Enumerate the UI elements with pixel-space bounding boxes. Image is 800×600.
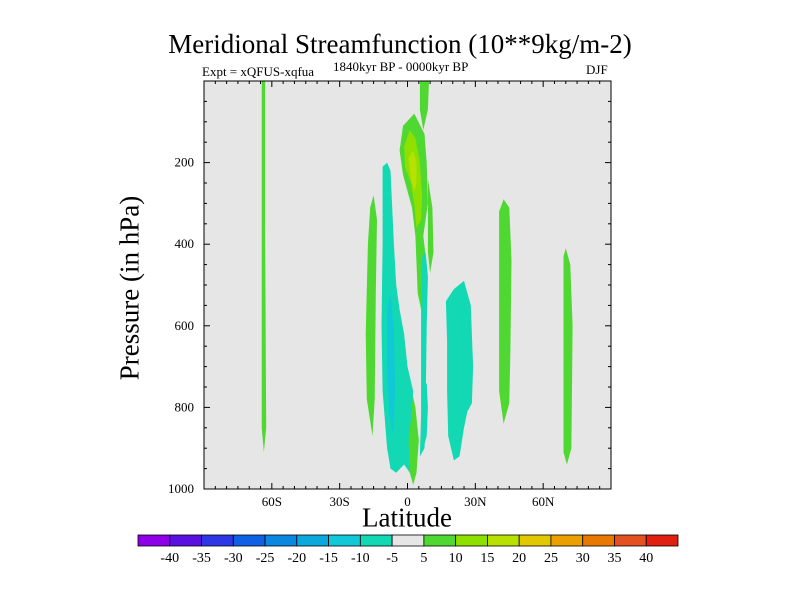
y-tick-label: 1000 (168, 481, 194, 496)
colorbar-swatch-8 (391, 534, 425, 547)
x-tick-label: 60S (262, 494, 282, 509)
colorbar-label: 25 (544, 551, 558, 566)
colorbar-label: -10 (351, 551, 370, 566)
colorbar-label: -35 (192, 551, 211, 566)
colorbar-label: -25 (256, 551, 275, 566)
contour-region-11 (419, 252, 428, 457)
colorbar-swatch-7 (359, 534, 393, 547)
contour-regions (261, 81, 573, 485)
colorbar-label: 30 (576, 551, 590, 566)
colorbar-swatch-2 (201, 534, 234, 547)
colorbar-label: 5 (420, 551, 427, 566)
colorbar-swatch-3 (232, 534, 266, 547)
colorbar: -40 -35 -30 -25 -20 -15 -10 -5 5 10 15 20 25 30 35 40 (137, 534, 679, 566)
colorbar-label: -15 (319, 551, 338, 566)
y-tick-label: 400 (175, 236, 195, 251)
contour-region-4 (408, 150, 417, 192)
y-tick-label: 600 (175, 318, 195, 333)
colorbar-swatch-10 (455, 534, 488, 547)
contour-region-12 (445, 280, 474, 461)
colorbar-swatch-0 (137, 534, 171, 547)
colorbar-label: -5 (386, 551, 398, 566)
contour-region-6 (365, 195, 377, 436)
colorbar-swatch-1 (169, 534, 202, 547)
colorbar-label: 10 (449, 551, 463, 566)
colorbar-swatch-16 (645, 534, 679, 547)
colorbar-swatch-14 (582, 534, 615, 547)
x-tick-label: 30S (330, 494, 350, 509)
x-tick-label: 60N (532, 494, 555, 509)
colorbar-label: 15 (480, 551, 494, 566)
x-tick-label: 30N (464, 494, 487, 509)
colorbar-swatch-13 (550, 534, 584, 547)
contour-region-13 (423, 382, 428, 445)
contour-region-9 (563, 248, 573, 465)
colorbar-swatch-4 (264, 534, 298, 547)
contour-region-0 (261, 81, 267, 453)
colorbar-swatch-11 (487, 534, 520, 547)
colorbar-swatch-15 (614, 534, 647, 547)
colorbar-label: -30 (224, 551, 243, 566)
y-tick-label: 200 (175, 155, 195, 170)
colorbar-swatch-5 (296, 534, 329, 547)
axes: 60S 30S 0 30N 60N 200 400 600 800 1000 (168, 81, 611, 509)
season-label: DJF (586, 62, 608, 77)
x-tick-label: 0 (404, 494, 411, 509)
colorbar-label: -40 (160, 551, 179, 566)
experiment-label: Expt = xQFUS-xqfua (202, 64, 315, 79)
colorbar-label: -20 (287, 551, 306, 566)
chart-title: Meridional Streamfunction (10**9kg/m-2) (168, 29, 632, 59)
colorbar-swatch-9 (423, 534, 457, 547)
contour-region-8 (499, 199, 512, 424)
contour-region-14 (387, 293, 396, 432)
y-tick-label: 800 (175, 399, 195, 414)
colorbar-swatch-6 (328, 534, 361, 547)
colorbar-label: 40 (639, 551, 653, 566)
colorbar-swatch-12 (518, 534, 552, 547)
contour-region-5 (427, 178, 434, 273)
colorbar-label: 20 (512, 551, 526, 566)
colorbar-label: 35 (607, 551, 621, 566)
period-label: 1840kyr BP - 0000kyr BP (333, 59, 469, 74)
contour-region-1 (419, 81, 429, 130)
x-axis-label: Latitude (362, 502, 452, 533)
